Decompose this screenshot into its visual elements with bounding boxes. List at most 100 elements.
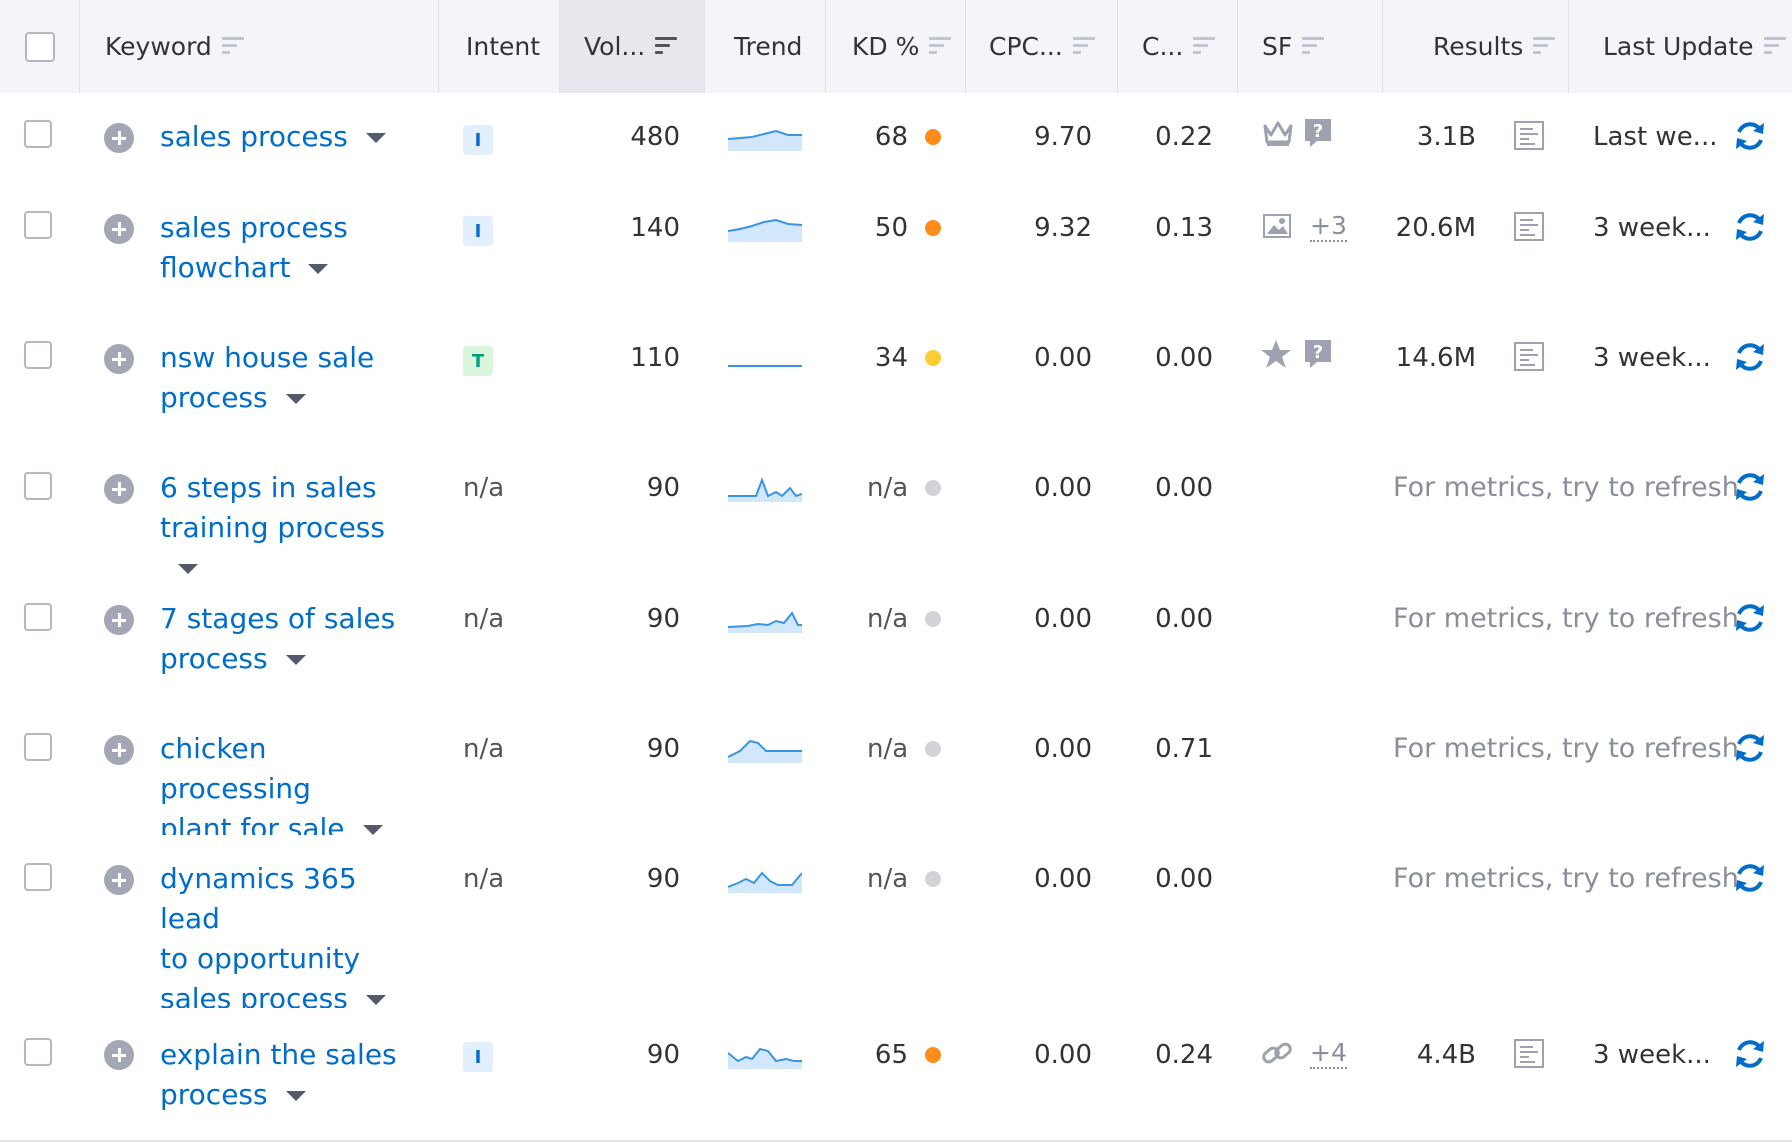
row-checkbox[interactable]: [24, 603, 52, 631]
serp-snapshot-icon[interactable]: [1513, 119, 1545, 151]
chevron-down-icon[interactable]: [285, 1091, 306, 1101]
chevron-down-icon[interactable]: [285, 655, 306, 665]
row-checkbox[interactable]: [24, 120, 52, 148]
row-checkbox[interactable]: [24, 863, 52, 891]
kd-difficulty-dot: [925, 129, 941, 145]
refresh-icon[interactable]: [1733, 601, 1767, 635]
keyword-link[interactable]: dynamics 365 lead to opportunity sales pro…: [160, 859, 410, 1019]
add-keyword-icon[interactable]: [104, 123, 134, 153]
keyword-text[interactable]: flowchart: [160, 251, 291, 284]
keyword-text[interactable]: nsw house sale: [160, 341, 375, 374]
chevron-down-icon[interactable]: [365, 995, 386, 1005]
intent-badge[interactable]: T: [463, 346, 493, 376]
question-icon[interactable]: ?: [1303, 338, 1333, 370]
row-checkbox[interactable]: [24, 211, 52, 239]
keyword-link[interactable]: nsw house sale process: [160, 338, 410, 418]
row-checkbox[interactable]: [24, 472, 52, 500]
keyword-text[interactable]: dynamics 365 lead: [160, 862, 357, 935]
row-checkbox[interactable]: [24, 733, 52, 761]
keyword-text[interactable]: process: [160, 642, 268, 675]
header-sf[interactable]: SF: [1237, 0, 1382, 93]
serp-snapshot-icon[interactable]: [1513, 1037, 1545, 1069]
keyword-text[interactable]: sales process: [160, 211, 348, 244]
sort-icon[interactable]: [1533, 36, 1556, 57]
sort-icon[interactable]: [1072, 36, 1095, 57]
add-keyword-icon[interactable]: [104, 605, 134, 635]
competition-value: 0.71: [1155, 734, 1213, 764]
add-keyword-icon[interactable]: [104, 344, 134, 374]
refresh-icon[interactable]: [1733, 731, 1767, 765]
keyword-link[interactable]: 6 steps in sales training process: [160, 468, 410, 588]
refresh-icon[interactable]: [1733, 470, 1767, 504]
keyword-text[interactable]: process: [160, 1078, 268, 1111]
serp-snapshot-icon[interactable]: [1513, 340, 1545, 372]
refresh-icon[interactable]: [1733, 1037, 1767, 1071]
header-keyword[interactable]: Keyword: [79, 0, 438, 93]
sort-icon[interactable]: [929, 36, 952, 57]
add-keyword-icon[interactable]: [104, 474, 134, 504]
sort-icon[interactable]: [1763, 36, 1786, 57]
serp-snapshot-icon[interactable]: [1513, 210, 1545, 242]
question-icon[interactable]: ?: [1303, 117, 1333, 149]
keyword-link[interactable]: chicken processing plant for sale: [160, 729, 410, 849]
intent-badge[interactable]: I: [463, 1042, 493, 1072]
row-checkbox[interactable]: [24, 1038, 52, 1066]
header-last-update-label: Last Update: [1603, 32, 1754, 61]
add-keyword-icon[interactable]: [104, 1040, 134, 1070]
refresh-icon[interactable]: [1733, 119, 1767, 153]
sf-more-count[interactable]: +3: [1310, 211, 1347, 242]
kd-value: 34: [874, 343, 908, 373]
add-keyword-icon[interactable]: [104, 865, 134, 895]
refresh-icon[interactable]: [1733, 861, 1767, 895]
header-cpc[interactable]: CPC...: [965, 0, 1117, 93]
sort-icon[interactable]: [1193, 36, 1216, 57]
chevron-down-icon[interactable]: [178, 564, 198, 574]
star-icon[interactable]: [1260, 338, 1292, 370]
header-intent-label: Intent: [466, 32, 541, 61]
link-icon[interactable]: [1260, 1038, 1294, 1070]
select-all-checkbox[interactable]: [24, 31, 55, 62]
header-results[interactable]: Results: [1382, 0, 1568, 93]
keyword-text[interactable]: to opportunity: [160, 942, 361, 975]
keyword-text[interactable]: explain the sales: [160, 1038, 397, 1071]
crown-icon[interactable]: [1262, 118, 1294, 148]
intent-badge[interactable]: I: [463, 216, 493, 246]
cpc-value: 0.00: [1034, 473, 1092, 503]
chevron-down-icon[interactable]: [285, 394, 306, 404]
keyword-text[interactable]: 7 stages of sales: [160, 602, 396, 635]
keyword-link[interactable]: 7 stages of sales process: [160, 599, 410, 679]
chevron-down-icon[interactable]: [362, 825, 383, 835]
row-checkbox[interactable]: [24, 341, 52, 369]
chevron-down-icon[interactable]: [365, 133, 386, 143]
keyword-text[interactable]: 6 steps in sales: [160, 471, 377, 504]
keyword-text[interactable]: process: [160, 381, 268, 414]
table-row: explain the sales process I 90 65 0.00 0.…: [0, 1008, 1792, 1142]
sort-active-icon[interactable]: [655, 36, 678, 57]
header-competition[interactable]: C...: [1117, 0, 1237, 93]
volume-value: 90: [646, 734, 680, 764]
header-volume[interactable]: Vol...: [559, 0, 704, 93]
header-last-update[interactable]: Last Update: [1568, 0, 1792, 93]
add-keyword-icon[interactable]: [104, 214, 134, 244]
keyword-link[interactable]: sales process: [160, 117, 410, 157]
header-kd[interactable]: KD %: [825, 0, 965, 93]
keyword-text[interactable]: sales process: [160, 120, 348, 153]
intent-value: n/a: [463, 604, 505, 634]
sort-icon[interactable]: [221, 36, 244, 57]
keyword-link[interactable]: sales process flowchart: [160, 208, 410, 288]
volume-value: 90: [646, 864, 680, 894]
intent-badge[interactable]: I: [463, 125, 493, 155]
chevron-down-icon[interactable]: [308, 264, 329, 274]
sort-icon[interactable]: [1302, 36, 1325, 57]
header-kd-label: KD %: [852, 32, 920, 61]
add-keyword-icon[interactable]: [104, 735, 134, 765]
keyword-text[interactable]: training process: [160, 511, 385, 544]
table-header: Keyword Intent Vol... Trend KD % CPC... …: [0, 0, 1792, 95]
keyword-text[interactable]: chicken processing: [160, 732, 311, 805]
intent-value: n/a: [463, 864, 505, 894]
refresh-icon[interactable]: [1733, 340, 1767, 374]
keyword-link[interactable]: explain the sales process: [160, 1035, 410, 1115]
image-icon[interactable]: [1262, 213, 1292, 239]
sf-more-count[interactable]: +4: [1310, 1038, 1347, 1069]
refresh-icon[interactable]: [1733, 210, 1767, 244]
